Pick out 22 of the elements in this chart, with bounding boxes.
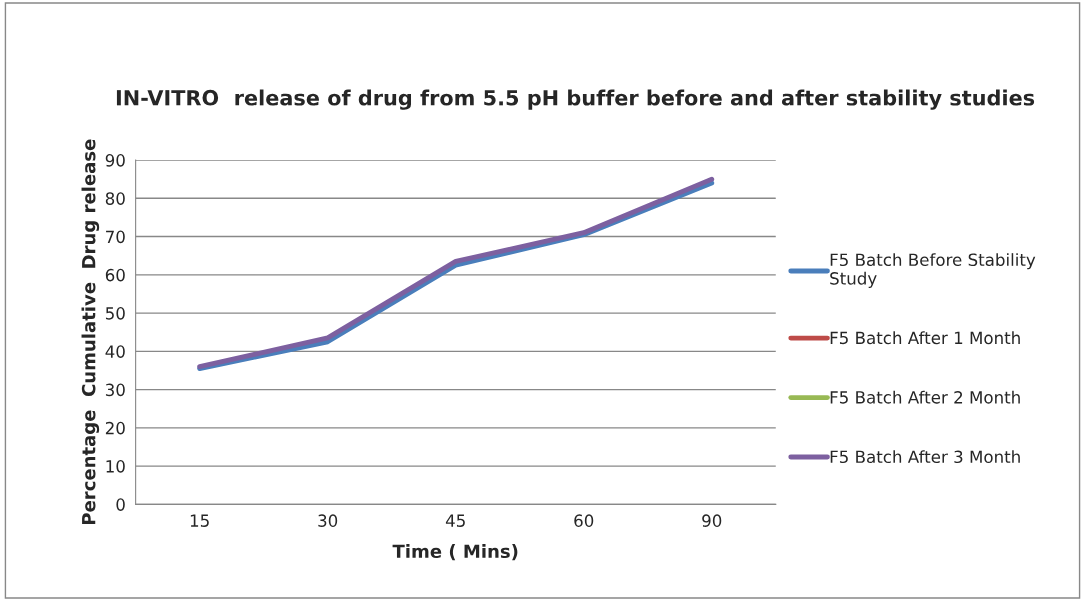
x-axis-title: Time ( Mins) (392, 544, 518, 561)
y-tick-label: 50 (105, 307, 125, 320)
chart-title: IN-VITRO release of drug from 5.5 pH buffer before and after stability studies (116, 89, 1035, 110)
y-tick-label: 20 (105, 421, 125, 435)
x-tick-label: 15 (190, 514, 209, 527)
legend-label: F5 Batch After 1 Month (830, 331, 1020, 345)
y-tick-label: 90 (105, 154, 125, 167)
legend-label: F5 Batch After 3 Month (830, 450, 1020, 464)
y-tick-label: 30 (105, 383, 125, 397)
y-tick-label: 0 (116, 498, 125, 511)
legend-label: F5 Batch After 2 Month (830, 390, 1020, 404)
y-tick-label: 80 (105, 192, 125, 205)
x-tick-label: 45 (445, 514, 465, 527)
y-tick-label: 60 (105, 268, 125, 282)
legend-label: F5 Batch Before Stability Study (830, 253, 1036, 288)
y-tick-label: 70 (106, 230, 125, 244)
x-tick-label: 30 (318, 514, 338, 527)
x-tick-label: 60 (574, 514, 594, 527)
y-tick-label: 40 (105, 345, 125, 358)
y-axis-title: Percentage Cumulative Drug release (81, 139, 100, 525)
x-tick-label: 90 (702, 514, 722, 527)
y-tick-label: 10 (106, 460, 125, 473)
